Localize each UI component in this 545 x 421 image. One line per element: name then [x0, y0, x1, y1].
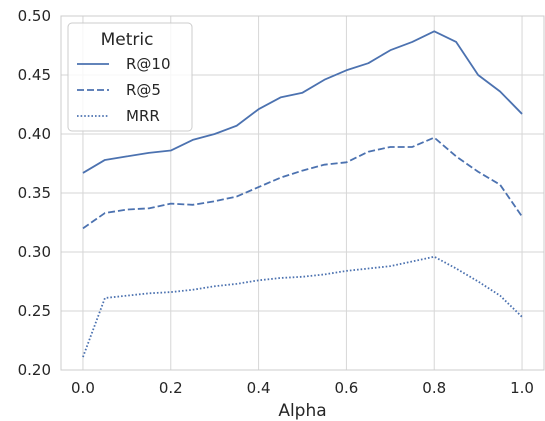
y-tick-label: 0.45: [18, 66, 51, 84]
x-axis-label: Alpha: [278, 401, 326, 421]
legend-box: [67, 22, 193, 132]
legend: Metric R@10 R@5 MRR: [67, 22, 193, 132]
y-tick-labels: 0.20 0.25 0.30 0.35 0.40 0.45 0.50: [18, 7, 51, 379]
x-tick-label: 0.6: [334, 379, 358, 397]
x-tick-label: 1.0: [510, 379, 534, 397]
legend-items: R@10 R@5 MRR: [77, 55, 171, 125]
y-tick-label: 0.40: [18, 125, 51, 143]
x-tick-labels: 0.0 0.2 0.4 0.6 0.8 1.0: [71, 379, 534, 397]
legend-label: R@10: [126, 55, 171, 73]
x-tick-label: 0.8: [422, 379, 446, 397]
legend-label: MRR: [126, 107, 160, 125]
y-tick-label: 0.50: [18, 7, 51, 25]
y-tick-label: 0.35: [18, 184, 51, 202]
plot-frame: [60, 15, 545, 371]
x-tick-label: 0.2: [159, 379, 183, 397]
legend-title: Metric: [101, 30, 154, 50]
series-line-mrr: [82, 255, 523, 358]
series-lines: [82, 30, 523, 358]
legend-label: R@5: [126, 81, 161, 99]
y-tick-label: 0.30: [18, 243, 51, 261]
y-tick-label: 0.25: [18, 302, 51, 320]
x-tick-label: 0.4: [247, 379, 271, 397]
x-tick-label: 0.0: [71, 379, 95, 397]
series-line-r-10: [82, 30, 523, 174]
series-line-r-5: [82, 136, 523, 230]
y-tick-label: 0.20: [18, 361, 51, 379]
